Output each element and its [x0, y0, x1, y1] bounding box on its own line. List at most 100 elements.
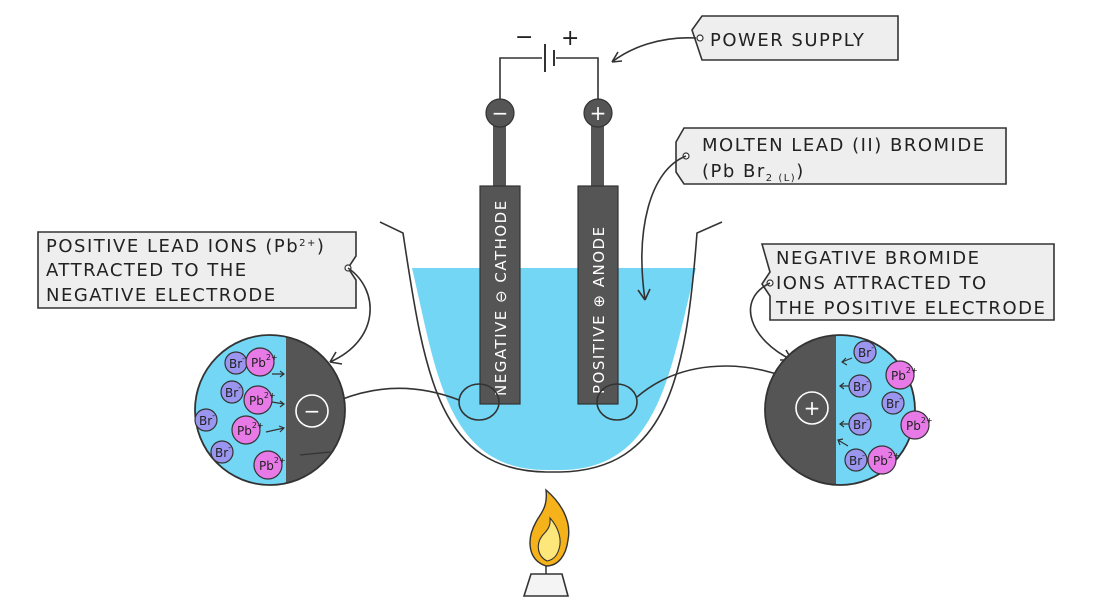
flame-inner: [537, 516, 561, 562]
anode-label: POSITIVE ⊕ ANODE: [590, 225, 608, 394]
bromide-ion: Br-: [844, 448, 868, 472]
molten-label-line2: (Pb Br2 (L)): [702, 161, 805, 184]
beaker-outline: [379, 221, 723, 473]
wire-right: [556, 57, 599, 100]
lead-ion: Pb2+: [245, 347, 278, 377]
cathode-terminal: [485, 98, 515, 128]
anode-terminal-sign: +: [590, 101, 607, 125]
cathode-zoom-view: − Br- Pb2+ Br- Pb2+ Br- Pb2+ Br- Pb2+: [194, 334, 346, 486]
cathode-zoom-sign: −: [304, 399, 321, 423]
cathode-rod: [479, 185, 521, 405]
anode-zoom-sign-ring: [795, 391, 829, 425]
negative-ions-line2: IONS ATTRACTED TO: [776, 273, 988, 294]
cathode-electrode: − NEGATIVE ⊖ CATHODE: [479, 98, 521, 405]
lead-ion-label: Pb2+: [906, 416, 933, 433]
bromide-ion-label: Br-: [886, 394, 902, 411]
lead-ion-label: Pb2+: [251, 353, 278, 370]
cathode-zoom-connector: [339, 387, 460, 401]
bromide-ion-circle: [848, 412, 872, 436]
power-supply-arrow: [611, 37, 697, 63]
anode-tip-highlight: [596, 383, 638, 421]
cell-minus-sign: −: [515, 25, 535, 50]
positive-ions-tag: POSITIVE LEAD IONS (Pb2+) ATTRACTED TO T…: [37, 231, 371, 365]
negative-ions-line1: NEGATIVE BROMIDE: [776, 248, 981, 269]
lead-ion: Pb2+: [231, 415, 264, 445]
molten-electrolyte: [412, 268, 696, 470]
bromide-ion-circle: [194, 408, 218, 432]
lead-ion-circle: [885, 360, 915, 390]
negative-ions-tag: NEGATIVE BROMIDE IONS ATTRACTED TO THE P…: [749, 243, 1055, 361]
wire-left: [499, 57, 542, 100]
anode-zoom-outline: [764, 334, 916, 486]
anode-stem: [591, 125, 604, 190]
negative-ions-arrow: [749, 282, 793, 361]
bromide-ion-label: Br-: [853, 415, 869, 432]
cathode-ions: Br- Pb2+ Br- Pb2+ Br- Pb2+ Br- Pb2+: [194, 347, 286, 480]
molten-label-line1: MOLTEN LEAD (II) BROMIDE: [702, 135, 986, 156]
anode-ions: Br-Pb2+Br-Br-Pb2+Br-Br- Pb2+: [844, 340, 933, 475]
bromide-ion: Br-: [848, 374, 872, 398]
molten-formula-post: ): [796, 161, 805, 182]
cathode-ion-arrows: [265, 370, 331, 456]
cathode-zoom-outline: [194, 334, 346, 486]
beaker: [379, 221, 723, 473]
bromide-ion-circle: [210, 440, 234, 464]
bromide-ion: Br-: [848, 412, 872, 436]
lead-ion-circle: [867, 445, 897, 475]
cathode-terminal-sign: −: [492, 101, 509, 125]
circuit: − +: [499, 25, 599, 100]
bromide-ion: Br-: [194, 408, 218, 432]
anode-rod: [577, 185, 619, 405]
lead-ion-circle: [900, 410, 930, 440]
lead-ion: Pb2+: [243, 385, 276, 415]
positive-ions-line1: POSITIVE LEAD IONS (Pb2+): [46, 236, 325, 257]
lead-ion: Pb2+: [885, 360, 918, 390]
bromide-ion-label: Br-: [215, 443, 231, 460]
positive-ions-line2: ATTRACTED TO THE: [46, 260, 248, 281]
lead-ion-label: Pb2+: [249, 391, 276, 408]
power-supply-label: POWER SUPPLY: [710, 30, 865, 51]
bromide-ion-label: Br-: [199, 411, 215, 428]
bromide-ion-circle: [848, 374, 872, 398]
lead-ion-circle: [253, 450, 283, 480]
anode-electrode: + POSITIVE ⊕ ANODE: [577, 98, 619, 405]
negative-ions-line3: THE POSITIVE ELECTRODE: [775, 298, 1046, 319]
bromide-ion-circle: [853, 340, 877, 364]
lead-ion-circle: [245, 347, 275, 377]
lead-ion: Pb2+: [867, 445, 900, 475]
lead-ion: Pb2+: [900, 410, 933, 440]
positive-ions-arrow: [329, 267, 371, 363]
lead-ion-circle: [231, 415, 261, 445]
bromide-ion: Br-: [881, 391, 905, 415]
anode-zoom-sign: +: [804, 396, 821, 420]
burner-base: [522, 573, 570, 597]
anode-terminal: [583, 98, 613, 128]
bunsen-burner: [522, 488, 570, 597]
molten-tag: MOLTEN LEAD (II) BROMIDE (Pb Br2 (L)): [637, 127, 1007, 301]
lead-ion-circle: [243, 385, 273, 415]
lead-ion-label: Pb2+: [237, 421, 264, 438]
lead-ion-label: Pb2+: [891, 366, 918, 383]
lead-ion-label: Pb2+: [873, 451, 900, 468]
lead-ion-label: Pb2+: [259, 456, 286, 473]
positive-ions-post: ): [317, 236, 326, 257]
bromide-ion-label: Br-: [853, 377, 869, 394]
cathode-zoom-sign-ring: [295, 394, 329, 428]
bromide-ion-label: Br-: [849, 451, 865, 468]
cathode-label: NEGATIVE ⊖ CATHODE: [492, 199, 510, 396]
bromide-ion-label: Br-: [229, 354, 245, 371]
positive-ions-pre: POSITIVE LEAD IONS (Pb: [46, 236, 299, 257]
bromide-ion: Br-: [224, 351, 248, 375]
bromide-ion-circle: [881, 391, 905, 415]
lead-ion: Pb2+: [253, 450, 286, 480]
bromide-ion-label: Br-: [225, 383, 241, 400]
molten-arrow: [641, 155, 687, 301]
cell-plus-sign: +: [561, 26, 581, 51]
bromide-ion: Br-: [210, 440, 234, 464]
tag-hole: [696, 34, 704, 42]
cathode-stem: [493, 125, 506, 190]
bromide-ion: Br-: [220, 380, 244, 404]
molten-formula-sub: 2 (L): [766, 173, 796, 184]
positive-ions-line3: NEGATIVE ELECTRODE: [46, 285, 277, 306]
